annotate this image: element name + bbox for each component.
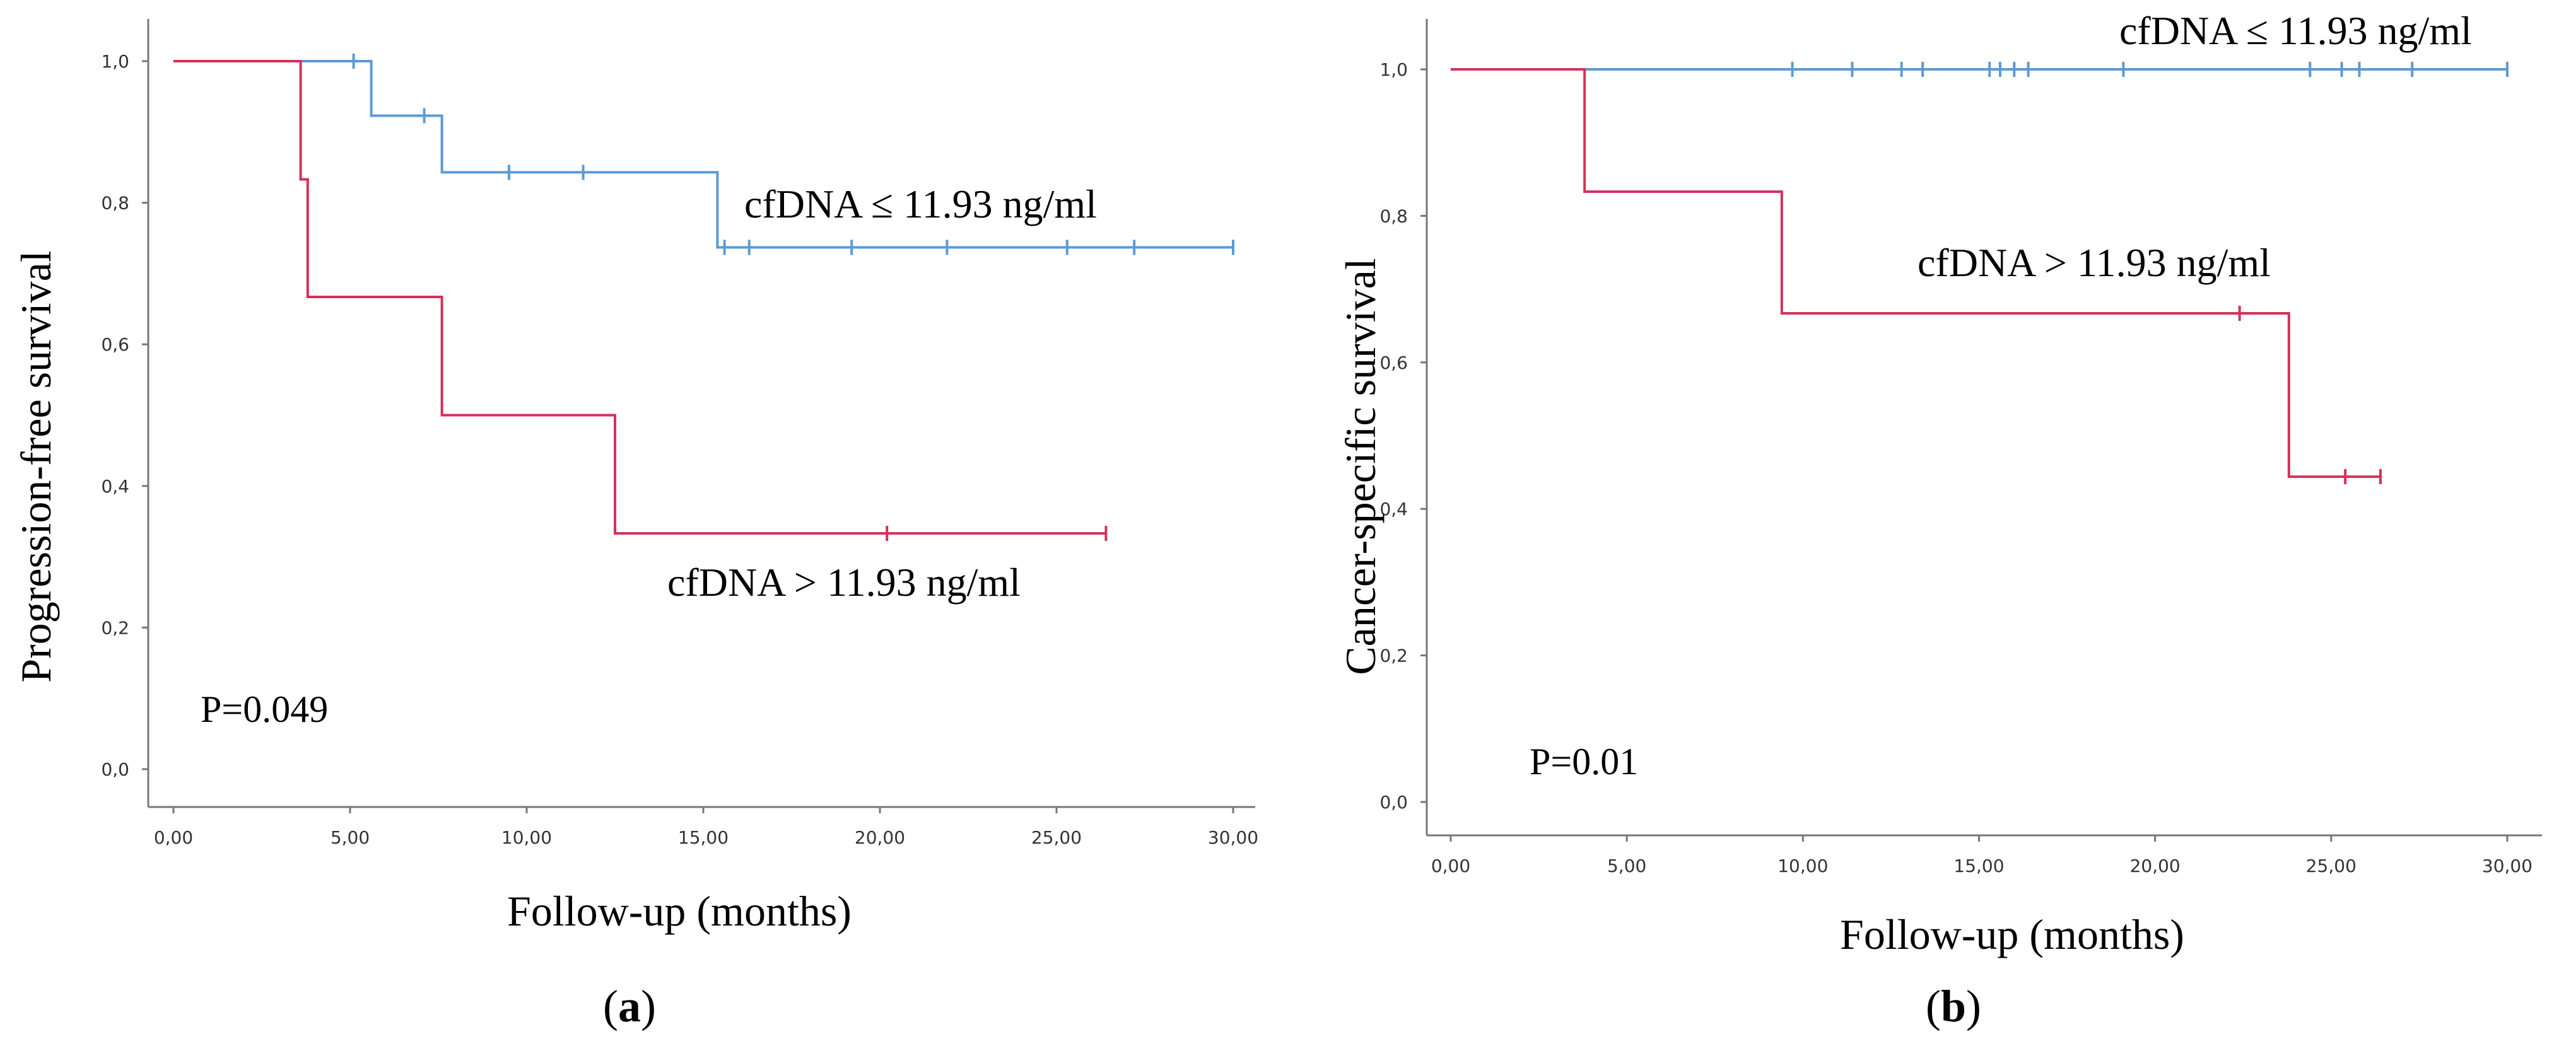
low-cfdna-survival-curve <box>173 60 1233 249</box>
x-tick-label: 30,00 <box>2482 856 2532 876</box>
y-tick-label: 1,0 <box>101 51 129 72</box>
y-tick-label: 1,0 <box>1379 59 1408 80</box>
panel-a-ticks: 0,0 0,2 0,4 0,6 0,8 1,0 0,00 5,00 10,00 15,00 20,0… <box>101 51 1258 848</box>
y-tick-label: 0,4 <box>101 476 129 497</box>
panel-a-label-open: ( <box>603 981 618 1031</box>
x-tick-label: 10,00 <box>501 827 552 848</box>
y-tick-label: 0,2 <box>1379 646 1408 666</box>
x-tick-label: 15,00 <box>1953 856 2004 876</box>
panel-a-label: (a) <box>603 981 656 1031</box>
x-tick-label: 25,00 <box>1031 827 1082 848</box>
panel-a-p-value: P=0.049 <box>201 688 328 730</box>
panel-a-progression-free-survival: 0,0 0,2 0,4 0,6 0,8 1,0 0,00 5,00 10,00 15,00 20,0… <box>12 19 1258 1031</box>
panel-b-label-close: ) <box>1966 981 1981 1031</box>
panel-a-curves <box>173 54 1234 542</box>
y-tick-label: 0,8 <box>1379 206 1408 226</box>
panel-b-ticks: 0,0 0,2 0,4 0,6 0,8 1,0 0,00 5,00 10,00 15,00 20,0… <box>1379 59 2532 876</box>
y-tick-label: 0,8 <box>101 193 129 214</box>
x-tick-label: 25,00 <box>2306 856 2356 876</box>
x-tick-label: 15,00 <box>678 827 729 848</box>
y-tick-label: 0,0 <box>1379 792 1408 813</box>
high-cfdna-survival-curve <box>173 60 1106 535</box>
x-tick-label: 0,00 <box>1431 856 1470 876</box>
y-tick-label: 0,2 <box>101 617 129 638</box>
y-tick-label: 0,4 <box>1379 499 1408 520</box>
x-tick-label: 20,00 <box>2130 856 2181 876</box>
y-tick-label: 0,6 <box>1379 352 1408 373</box>
panel-a-label-close: ) <box>641 981 656 1031</box>
x-tick-label: 5,00 <box>1607 856 1646 876</box>
panel-a-high-cfdna-label: cfDNA > 11.93 ng/ml <box>667 560 1021 605</box>
panel-a-label-letter: a <box>618 981 641 1031</box>
panel-a-x-axis-title: Follow-up (months) <box>507 887 852 935</box>
x-tick-label: 20,00 <box>855 827 905 848</box>
x-tick-label: 30,00 <box>1208 827 1258 848</box>
panel-a-low-cfdna-label: cfDNA ≤ 11.93 ng/ml <box>744 182 1097 226</box>
panel-b-high-cfdna-label: cfDNA > 11.93 ng/ml <box>1917 240 2271 285</box>
y-tick-label: 0,6 <box>101 334 129 355</box>
panel-b-x-axis-title: Follow-up (months) <box>1840 910 2184 958</box>
panel-b-p-value: P=0.01 <box>1530 741 1638 782</box>
y-tick-label: 0,0 <box>101 759 129 780</box>
panel-a-y-axis-title: Progression-free survival <box>12 250 60 682</box>
panel-b-cancer-specific-survival: 0,0 0,2 0,4 0,6 0,8 1,0 0,00 5,00 10,00 15,00 20,0… <box>1337 8 2542 1031</box>
panel-b-label: (b) <box>1926 981 1981 1031</box>
x-tick-label: 0,00 <box>154 827 193 848</box>
high-cfdna-survival-curve <box>1451 68 2380 479</box>
x-tick-label: 10,00 <box>1777 856 1828 876</box>
panel-b-low-cfdna-label: cfDNA ≤ 11.93 ng/ml <box>2119 8 2472 53</box>
panel-b-curves <box>1451 62 2509 485</box>
panel-b-y-axis-title: Cancer-specific survival <box>1337 258 1385 675</box>
panel-b-label-open: ( <box>1926 981 1941 1031</box>
panel-b-label-letter: b <box>1941 981 1966 1031</box>
x-tick-label: 5,00 <box>331 827 370 848</box>
